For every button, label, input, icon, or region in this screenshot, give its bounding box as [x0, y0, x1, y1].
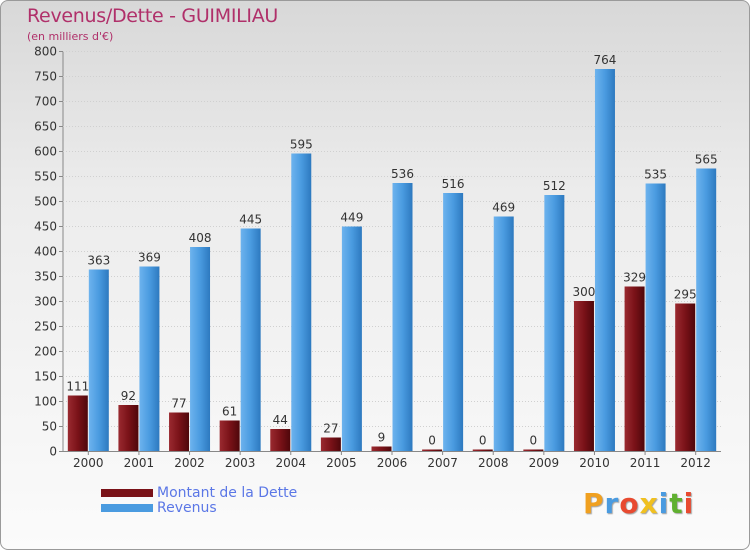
data-label-revenus: 565 [695, 153, 718, 167]
x-tick-label: 2003 [225, 456, 256, 470]
y-tick-label: 100 [34, 395, 57, 409]
data-label-dette: 77 [171, 397, 186, 411]
x-tick-label: 2005 [326, 456, 357, 470]
data-label-revenus: 363 [87, 254, 110, 268]
data-label-revenus: 408 [189, 231, 212, 245]
chart-subtitle: (en milliers d'€) [27, 30, 114, 43]
bar-revenus [190, 247, 211, 451]
bar-dette [118, 405, 139, 451]
data-label-dette: 44 [273, 413, 288, 427]
x-tick-label: 2004 [275, 456, 306, 470]
data-label-dette: 329 [623, 271, 646, 285]
data-label-dette: 27 [323, 422, 338, 436]
x-tick-label: 2011 [630, 456, 661, 470]
y-tick-label: 400 [34, 245, 57, 259]
data-label-revenus: 764 [594, 53, 617, 67]
logo-letter: r [604, 487, 620, 520]
data-label-dette: 111 [66, 380, 89, 394]
data-label-revenus: 445 [239, 213, 262, 227]
bar-dette [675, 303, 696, 451]
logo-letter: x [639, 487, 659, 520]
bar-revenus [392, 183, 413, 451]
data-label-dette: 0 [428, 434, 436, 448]
data-label-revenus: 449 [340, 211, 363, 225]
y-tick-label: 650 [34, 120, 57, 134]
bar-dette [219, 420, 240, 451]
y-tick-label: 250 [34, 320, 57, 334]
bar-revenus [291, 153, 312, 451]
y-tick-label: 300 [34, 295, 57, 309]
bar-dette [472, 449, 493, 451]
data-label-revenus: 536 [391, 167, 414, 181]
proxiti-logo: Proxiti [583, 487, 694, 520]
data-label-revenus: 535 [644, 168, 667, 182]
legend-label-dette: Montant de la Dette [157, 485, 298, 501]
data-label-dette: 9 [378, 431, 386, 445]
bar-revenus [139, 266, 160, 451]
bar-revenus [493, 216, 514, 451]
x-tick-label: 2012 [680, 456, 711, 470]
x-tick-label: 2008 [478, 456, 509, 470]
bar-revenus [341, 226, 362, 451]
bar-dette [523, 449, 544, 451]
y-tick-label: 150 [34, 370, 57, 384]
legend-swatch-revenus [101, 504, 153, 512]
logo-letter: i [658, 487, 670, 520]
bar-revenus [443, 193, 464, 451]
logo-letter: P [583, 487, 605, 520]
y-tick-label: 50 [42, 420, 57, 434]
bar-dette [270, 429, 291, 451]
bar-dette [169, 412, 190, 451]
x-tick-label: 2010 [579, 456, 610, 470]
bar-revenus [88, 269, 109, 451]
y-tick-label: 500 [34, 195, 57, 209]
bar-revenus [544, 195, 565, 451]
data-label-revenus: 595 [290, 138, 313, 152]
data-label-dette: 295 [674, 288, 697, 302]
x-tick-label: 2007 [427, 456, 458, 470]
y-tick-label: 600 [34, 145, 57, 159]
data-label-revenus: 512 [543, 179, 566, 193]
y-tick-label: 200 [34, 345, 57, 359]
y-tick-label: 0 [49, 445, 57, 459]
data-label-dette: 0 [479, 434, 487, 448]
bar-revenus [696, 168, 717, 451]
data-label-dette: 92 [121, 389, 136, 403]
x-tick-label: 2006 [377, 456, 408, 470]
bar-dette [573, 301, 594, 451]
bar-dette [320, 437, 341, 451]
data-label-dette: 300 [573, 285, 596, 299]
y-tick-label: 700 [34, 95, 57, 109]
logo-letter: t [669, 487, 684, 520]
data-label-revenus: 369 [138, 251, 161, 265]
y-tick-label: 550 [34, 170, 57, 184]
x-tick-label: 2000 [73, 456, 104, 470]
y-tick-label: 350 [34, 270, 57, 284]
legend-label-revenus: Revenus [157, 500, 217, 516]
bar-dette [371, 446, 392, 451]
logo-letter: o [619, 487, 640, 520]
data-label-dette: 0 [530, 434, 538, 448]
bar-dette [67, 395, 88, 451]
x-tick-label: 2001 [124, 456, 155, 470]
y-tick-label: 450 [34, 220, 57, 234]
bar-revenus [240, 228, 261, 451]
data-label-revenus: 469 [492, 201, 515, 215]
x-tick-label: 2009 [529, 456, 560, 470]
bar-dette [422, 449, 443, 451]
chart-title: Revenus/Dette - GUIMILIAU [27, 5, 279, 27]
x-tick-label: 2002 [174, 456, 205, 470]
bar-dette [624, 286, 645, 451]
y-tick-label: 750 [34, 70, 57, 84]
y-tick-label: 800 [34, 45, 57, 59]
data-label-revenus: 516 [442, 177, 465, 191]
bar-revenus [645, 183, 666, 451]
legend-swatch-dette [101, 489, 153, 497]
bar-revenus [594, 69, 615, 451]
data-label-dette: 61 [222, 405, 237, 419]
logo-letter: i [683, 487, 695, 520]
